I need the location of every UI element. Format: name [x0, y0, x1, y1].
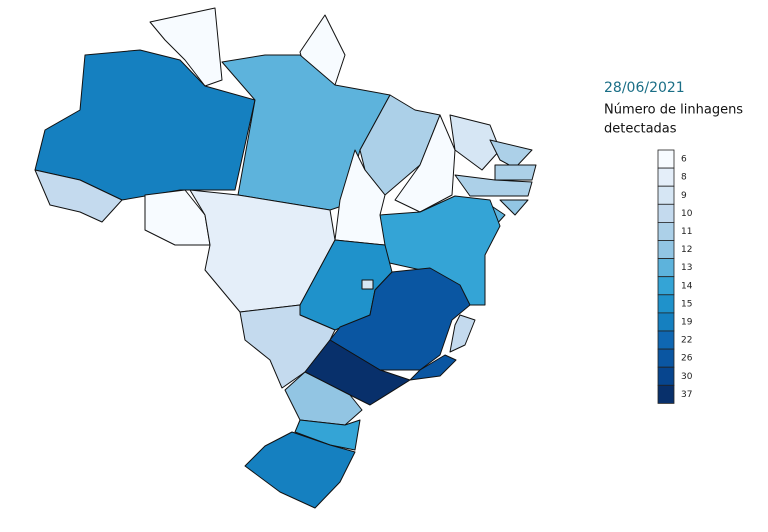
map: [34, 7, 537, 509]
region: [449, 114, 501, 171]
legend-label: 9: [681, 191, 687, 201]
legend-title: detectadas: [604, 122, 677, 137]
legend-label: 8: [681, 173, 687, 183]
region: [359, 94, 441, 196]
legend-box: [657, 258, 675, 278]
legend-label: 15: [681, 299, 692, 309]
legend: 6 8 9 10 11 12 13 14 15 19 22 26 30 37: [657, 149, 693, 404]
legend-box: [657, 167, 675, 187]
region: [499, 199, 529, 216]
legend-box: [657, 348, 675, 368]
legend-box: [657, 221, 675, 241]
legend-label: 6: [681, 155, 687, 165]
legend-label: 14: [681, 281, 693, 291]
legend-box: [657, 185, 675, 205]
legend-title: Número de linhagens: [604, 103, 743, 118]
legend-label: 26: [681, 354, 693, 364]
region: [449, 314, 476, 353]
legend-box: [657, 384, 675, 404]
legend-label: 10: [681, 209, 693, 219]
legend-label: 37: [681, 390, 692, 400]
region: [244, 431, 356, 509]
region: [494, 164, 537, 181]
region: [294, 419, 361, 451]
legend-label: 12: [681, 245, 692, 255]
region: [361, 279, 374, 290]
region: [334, 149, 386, 246]
legend-label: 13: [681, 263, 692, 273]
legend-label: 30: [681, 372, 693, 382]
legend-box: [657, 276, 675, 296]
legend-box: [657, 203, 675, 223]
legend-box: [657, 294, 675, 314]
legend-box: [657, 366, 675, 386]
legend-label: 19: [681, 317, 693, 327]
legend-box: [657, 330, 675, 350]
region: [34, 169, 123, 223]
legend-label: 11: [681, 227, 692, 237]
legend-box: [657, 240, 675, 260]
region: [34, 49, 256, 201]
legend-label: 22: [681, 336, 692, 346]
region: [409, 354, 457, 381]
region: [454, 174, 533, 197]
legend-box: [657, 149, 675, 169]
legend-box: [657, 312, 675, 332]
date: 28/06/2021: [604, 80, 685, 96]
